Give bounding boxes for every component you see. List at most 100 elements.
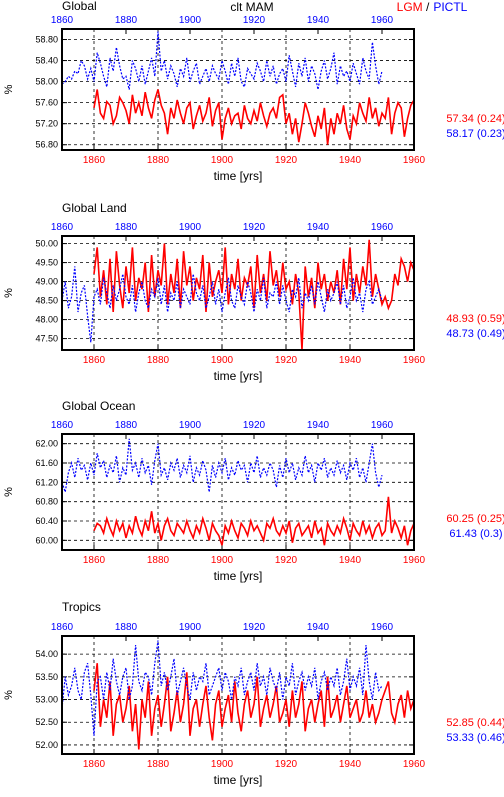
x-tick-label: 1880 [147,555,170,566]
y-tick-label: 56.80 [35,140,58,150]
top-x-tick-label: 1940 [307,420,330,431]
x-tick-label: 1940 [339,355,362,366]
top-x-tick-label: 1960 [371,622,394,633]
x-tick-label: 1940 [339,759,362,770]
top-x-tick-label: 1940 [307,622,330,633]
top-x-tick-label: 1960 [371,15,394,26]
y-tick-label: 58.80 [35,35,58,45]
y-tick-label: 47.50 [35,334,58,344]
top-x-tick-label: 1900 [179,222,202,233]
series-pictl-line [61,640,383,736]
plot-frame [61,235,415,351]
x-axis-label: time [yrs] [214,169,263,183]
top-x-tick-label: 1880 [115,222,138,233]
series-pictl-line [61,31,383,90]
panel-title: Global Ocean [62,399,135,413]
top-x-tick-label: 1860 [51,15,74,26]
x-tick-label: 1900 [211,155,234,166]
x-tick-label: 1900 [211,759,234,770]
y-tick-label: 50.00 [35,239,58,249]
top-x-tick-label: 1920 [243,420,266,431]
legend-pictl-label: PICTL [433,0,467,14]
x-tick-label: 1860 [83,555,106,566]
x-tick-label: 1960 [403,355,426,366]
top-x-tick-label: 1900 [179,420,202,431]
x-tick-label: 1900 [211,555,234,566]
panel-4: Tropics 52.00 52.50 53.00 53.50 54.00 1860 1880… [3,600,504,787]
x-tick-label: 1920 [275,155,298,166]
x-tick-label: 1900 [211,355,234,366]
series-lgm-line [93,496,415,546]
top-x-tick-label: 1860 [51,222,74,233]
panel-title: Global Land [62,201,127,215]
lgm-mean-label: 60.25 (0.25) [446,513,504,525]
y-axis-label: % [3,288,15,298]
top-x-tick-label: 1920 [243,622,266,633]
figure-center-title: clt MAM [230,0,273,14]
y-tick-label: 49.00 [35,277,58,287]
x-tick-label: 1860 [83,355,106,366]
top-x-tick-label: 1920 [243,222,266,233]
x-axis-label: time [yrs] [214,773,263,787]
plot-frame [61,635,415,755]
x-tick-label: 1960 [403,155,426,166]
lgm-mean-label: 48.93 (0.59) [446,313,504,325]
y-tick-label: 48.50 [35,296,58,306]
y-tick-label: 60.00 [35,535,58,545]
legend-header: LGM / PICTL [397,0,468,14]
figure-top-title: Global [62,0,97,13]
y-axis-label: % [3,84,15,94]
legend-lgm-label: LGM [397,0,423,14]
x-tick-label: 1940 [339,155,362,166]
x-tick-label: 1940 [339,555,362,566]
pictl-mean-label: 53.33 (0.46) [446,732,504,744]
x-axis-label: time [yrs] [214,369,263,383]
y-tick-label: 60.80 [35,497,58,507]
series-lgm-line [93,239,415,351]
top-x-tick-label: 1900 [179,622,202,633]
lgm-mean-label: 57.34 (0.24) [446,113,504,125]
y-tick-label: 57.60 [35,98,58,108]
top-x-tick-label: 1960 [371,222,394,233]
x-tick-label: 1920 [275,555,298,566]
x-tick-label: 1880 [147,759,170,770]
panel-2: Global Land 47.50 48.00 48.50 49.00 49.50 50.0… [3,201,504,383]
y-tick-label: 61.60 [35,458,58,468]
top-x-tick-label: 1880 [115,15,138,26]
top-x-tick-label: 1940 [307,222,330,233]
y-tick-label: 52.50 [35,717,58,727]
top-x-tick-label: 1860 [51,622,74,633]
series-lgm-line [93,663,415,750]
y-tick-label: 52.00 [35,740,58,750]
legend-separator: / [423,0,430,14]
panel-3: Global Ocean 60.00 60.40 60.80 61.20 61.60 62.… [3,399,504,583]
x-tick-label: 1880 [147,355,170,366]
y-axis-label: % [3,690,15,700]
series-pictl-line [61,266,383,343]
y-tick-label: 62.00 [35,439,58,449]
y-axis-label: % [3,487,15,497]
y-tick-label: 57.20 [35,119,58,129]
x-axis-label: time [yrs] [214,569,263,583]
y-tick-label: 60.40 [35,516,58,526]
top-x-tick-label: 1880 [115,420,138,431]
y-tick-label: 61.20 [35,477,58,487]
pictl-mean-label: 58.17 (0.23) [446,128,504,140]
y-tick-label: 58.40 [35,56,58,66]
top-x-tick-label: 1880 [115,622,138,633]
panel-1: 56.80 57.20 57.60 58.00 58.40 58.80 1860 1880 19… [3,15,504,183]
top-x-tick-label: 1920 [243,15,266,26]
plot-frame [61,28,415,151]
top-x-tick-label: 1900 [179,15,202,26]
x-tick-label: 1920 [275,759,298,770]
panel-title: Tropics [62,600,101,614]
top-x-tick-label: 1860 [51,420,74,431]
series-pictl-line [61,438,383,493]
top-x-tick-label: 1940 [307,15,330,26]
y-tick-label: 53.00 [35,695,58,705]
y-tick-label: 58.00 [35,77,58,87]
lgm-mean-label: 52.85 (0.44) [446,717,504,729]
top-x-tick-label: 1960 [371,420,394,431]
x-tick-label: 1860 [83,155,106,166]
